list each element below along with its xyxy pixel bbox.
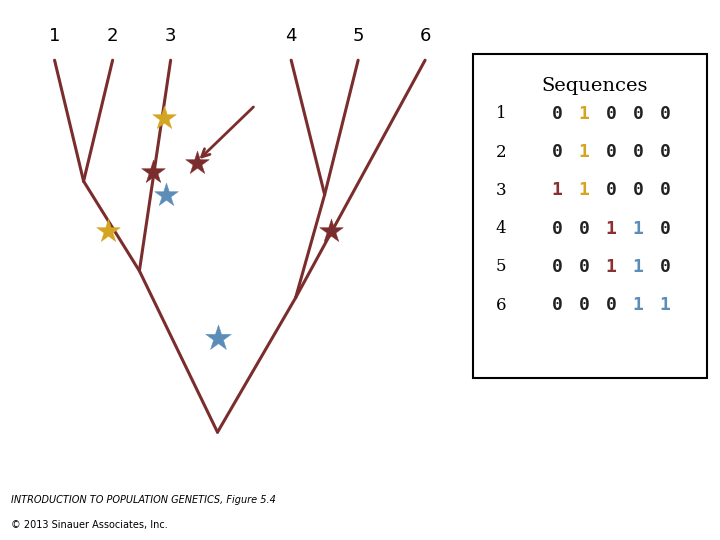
Text: 5: 5	[352, 26, 364, 44]
Text: 0: 0	[579, 258, 590, 276]
Text: 0: 0	[606, 105, 616, 123]
Text: © 2013 Sinauer Associates, Inc.: © 2013 Sinauer Associates, Inc.	[11, 520, 168, 530]
Text: 0: 0	[579, 220, 590, 238]
Text: 1: 1	[579, 105, 590, 123]
Point	[102, 226, 114, 235]
Text: 0: 0	[579, 296, 590, 314]
Text: 0: 0	[660, 181, 670, 199]
Text: 0: 0	[552, 258, 563, 276]
Text: 0: 0	[660, 220, 670, 238]
Text: 1: 1	[49, 26, 60, 44]
Text: 1: 1	[606, 220, 616, 238]
Text: 1: 1	[633, 258, 644, 276]
Point	[212, 334, 223, 342]
Text: 0: 0	[606, 181, 616, 199]
Text: 1: 1	[660, 296, 670, 314]
Text: Figure 5.4  A tree and a set of binary sequences, which together are not compati: Figure 5.4 A tree and a set of binary se…	[9, 8, 679, 21]
Text: INTRODUCTION TO POPULATION GENETICS, Figure 5.4: INTRODUCTION TO POPULATION GENETICS, Fig…	[11, 495, 276, 505]
Text: 5: 5	[496, 258, 506, 275]
Point	[147, 168, 158, 177]
Point	[192, 159, 203, 167]
Text: 6: 6	[420, 26, 431, 44]
Point	[158, 114, 170, 123]
Text: 0: 0	[606, 296, 616, 314]
Text: 1: 1	[496, 105, 506, 123]
Text: 0: 0	[660, 105, 670, 123]
Text: Sequences: Sequences	[541, 77, 648, 94]
Text: 4: 4	[285, 26, 297, 44]
Text: 1: 1	[579, 143, 590, 161]
Text: 0: 0	[633, 181, 644, 199]
Text: 1: 1	[633, 296, 644, 314]
Text: 0: 0	[552, 143, 563, 161]
Text: sites model: sites model	[9, 38, 86, 51]
Text: 0: 0	[633, 143, 644, 161]
Text: 0: 0	[660, 143, 670, 161]
Point	[325, 226, 337, 235]
Point	[161, 191, 172, 199]
Text: 1: 1	[579, 181, 590, 199]
FancyBboxPatch shape	[473, 54, 707, 378]
Text: 4: 4	[496, 220, 506, 237]
Text: 0: 0	[633, 105, 644, 123]
Text: 3: 3	[496, 182, 506, 199]
Text: 1: 1	[552, 181, 563, 199]
Text: 0: 0	[552, 220, 563, 238]
Text: 1: 1	[633, 220, 644, 238]
Text: 2: 2	[496, 144, 506, 161]
Text: 0: 0	[660, 258, 670, 276]
Text: 1: 1	[606, 258, 616, 276]
Text: 0: 0	[552, 296, 563, 314]
Text: 0: 0	[552, 105, 563, 123]
Text: 2: 2	[107, 26, 118, 44]
Text: 0: 0	[606, 143, 616, 161]
Text: 3: 3	[165, 26, 176, 44]
Text: 6: 6	[496, 296, 506, 314]
